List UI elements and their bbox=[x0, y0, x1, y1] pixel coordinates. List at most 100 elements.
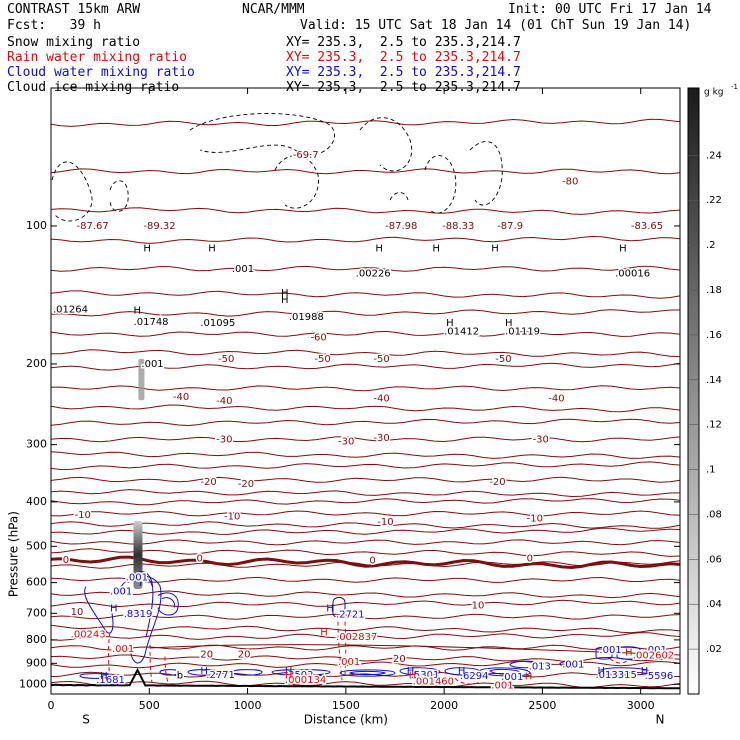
cloud-water-contour bbox=[616, 646, 641, 660]
isotherm-line bbox=[51, 489, 680, 498]
cloud-ice-high-marker: H bbox=[281, 295, 289, 306]
isotherm-label: -89.32 bbox=[143, 221, 175, 232]
isotherm-label: 20 bbox=[238, 649, 251, 660]
cloud-ice-label: .01988 bbox=[289, 312, 324, 323]
isotherm-label: -10 bbox=[527, 514, 543, 525]
isotherm-label: -83.65 bbox=[631, 221, 663, 232]
isotherm-label: -50 bbox=[218, 354, 234, 365]
terrain-line bbox=[51, 667, 680, 690]
y-tick-label: 700 bbox=[26, 606, 47, 619]
isotherm-label: -30 bbox=[216, 434, 232, 445]
isotherm-label: -50 bbox=[373, 354, 389, 365]
cloud-water-contour bbox=[159, 669, 181, 676]
cloud-water-label: .001 bbox=[126, 573, 148, 584]
cloud-water-label: .5596 bbox=[645, 671, 674, 682]
y-tick-label: 500 bbox=[26, 539, 47, 552]
cloud-ice-contour bbox=[359, 117, 413, 172]
cloud-water-contour bbox=[157, 592, 179, 616]
isotherm-line bbox=[51, 521, 680, 529]
cloud-water-contour bbox=[595, 646, 613, 660]
rain-water-high-marker: H bbox=[285, 671, 293, 682]
snow-label: b bbox=[177, 671, 183, 682]
cloud-ice-high-marker: H bbox=[446, 318, 454, 329]
isotherm-line bbox=[51, 671, 680, 678]
field-xy-snow: XY= 235.3, 2.5 to 235.3,214.7 bbox=[286, 35, 521, 50]
cloud-water-label: .001 bbox=[110, 587, 132, 598]
rain-water-contour bbox=[164, 656, 169, 683]
isotherm-line bbox=[51, 599, 680, 608]
cloud-ice-label: .00016 bbox=[615, 269, 650, 280]
isotherm-label: -69.7 bbox=[293, 150, 319, 161]
isotherm-line bbox=[51, 498, 680, 506]
x-end-label-left: S bbox=[82, 713, 90, 727]
field-name-cloudwater: Cloud water mixing ratio bbox=[7, 65, 195, 80]
colorbar-tick-label: .24 bbox=[706, 150, 722, 161]
cloud-water-label: .013 bbox=[529, 662, 551, 673]
colorbar-tick-label: .06 bbox=[706, 554, 722, 565]
isotherm-line bbox=[51, 349, 680, 358]
isotherm-label: -20 bbox=[489, 477, 505, 488]
cloud-ice-high-marker: H bbox=[619, 244, 627, 255]
cloud-ice-label: .01119 bbox=[505, 327, 540, 338]
x-tick-label: 2500 bbox=[528, 699, 556, 712]
isotherm-line bbox=[51, 362, 680, 371]
rain-water-label: .001460 bbox=[413, 676, 454, 687]
rain-water-label: .001 bbox=[338, 657, 360, 668]
isotherm-label: 0 bbox=[527, 554, 533, 565]
cloud-ice-label: .01264 bbox=[53, 304, 88, 315]
isotherm-line bbox=[51, 539, 680, 546]
cloud-water-label: .5301 bbox=[411, 670, 440, 681]
isotherm-label: -30 bbox=[533, 434, 549, 445]
cloud-water-contour bbox=[271, 669, 331, 676]
isotherm-label: -87.9 bbox=[497, 221, 523, 232]
x-axis-label: Distance (km) bbox=[304, 713, 388, 727]
cloud-ice-high-marker: H bbox=[432, 244, 440, 255]
rain-water-label: .002837 bbox=[336, 632, 377, 643]
isotherm-label: -20 bbox=[200, 477, 216, 488]
isotherm-label: -80 bbox=[562, 177, 578, 188]
colorbar bbox=[687, 87, 700, 695]
isotherm-line bbox=[51, 385, 680, 392]
cloud-water-high-marker: H bbox=[110, 603, 118, 614]
rain-water-high-marker: H bbox=[409, 671, 417, 682]
rain-water-contour bbox=[454, 677, 481, 685]
cloud-water-contour bbox=[479, 667, 531, 677]
y-tick-label: 600 bbox=[26, 576, 47, 589]
colorbar-tick-label: .08 bbox=[706, 509, 722, 520]
colorbar-unit-exponent: -1 bbox=[731, 83, 738, 91]
x-tick-label: 2000 bbox=[430, 699, 458, 712]
isotherm-line bbox=[51, 309, 680, 317]
isotherm-line bbox=[51, 451, 680, 459]
cloud-water-contour bbox=[399, 667, 441, 676]
colorbar-tick-label: .2 bbox=[706, 240, 716, 251]
plot-area bbox=[51, 113, 680, 690]
cloud-water-contour bbox=[348, 670, 387, 676]
y-tick-label: 300 bbox=[26, 438, 47, 451]
cloud-water-label: .6294 bbox=[460, 671, 489, 682]
isotherm-label: -87.67 bbox=[77, 221, 109, 232]
x-tick-label: 3000 bbox=[627, 699, 655, 712]
snow-shading bbox=[138, 358, 145, 401]
isotherm-label: -40 bbox=[173, 392, 189, 403]
isotherm-label: -50 bbox=[495, 354, 511, 365]
isotherm-line bbox=[149, 644, 680, 656]
isotherm-line bbox=[51, 680, 680, 688]
isotherm-line bbox=[51, 548, 680, 557]
cloud-water-label: .2771 bbox=[206, 670, 235, 681]
isotherm-label: -20 bbox=[238, 479, 254, 490]
cloud-water-contour bbox=[559, 660, 581, 669]
cloud-ice-high-marker: H bbox=[505, 318, 513, 329]
isotherm-line bbox=[51, 576, 680, 583]
cloud-ice-label: .00226 bbox=[356, 269, 391, 280]
isotherm-label: -10 bbox=[377, 517, 393, 528]
isotherm-line bbox=[51, 590, 680, 599]
cloud-ice-contour bbox=[109, 180, 129, 212]
colorbar-tick-label: .14 bbox=[706, 375, 722, 386]
y-axis-label: Pressure (hPa) bbox=[7, 511, 21, 597]
field-name-snow: Snow mixing ratio bbox=[7, 35, 141, 50]
y-tick-label: 400 bbox=[26, 495, 47, 508]
cloud-water-contour bbox=[339, 669, 396, 677]
colorbar-tick-label: .18 bbox=[706, 285, 722, 296]
rain-water-label: .002602 bbox=[633, 650, 674, 661]
isotherm-line bbox=[51, 527, 680, 535]
